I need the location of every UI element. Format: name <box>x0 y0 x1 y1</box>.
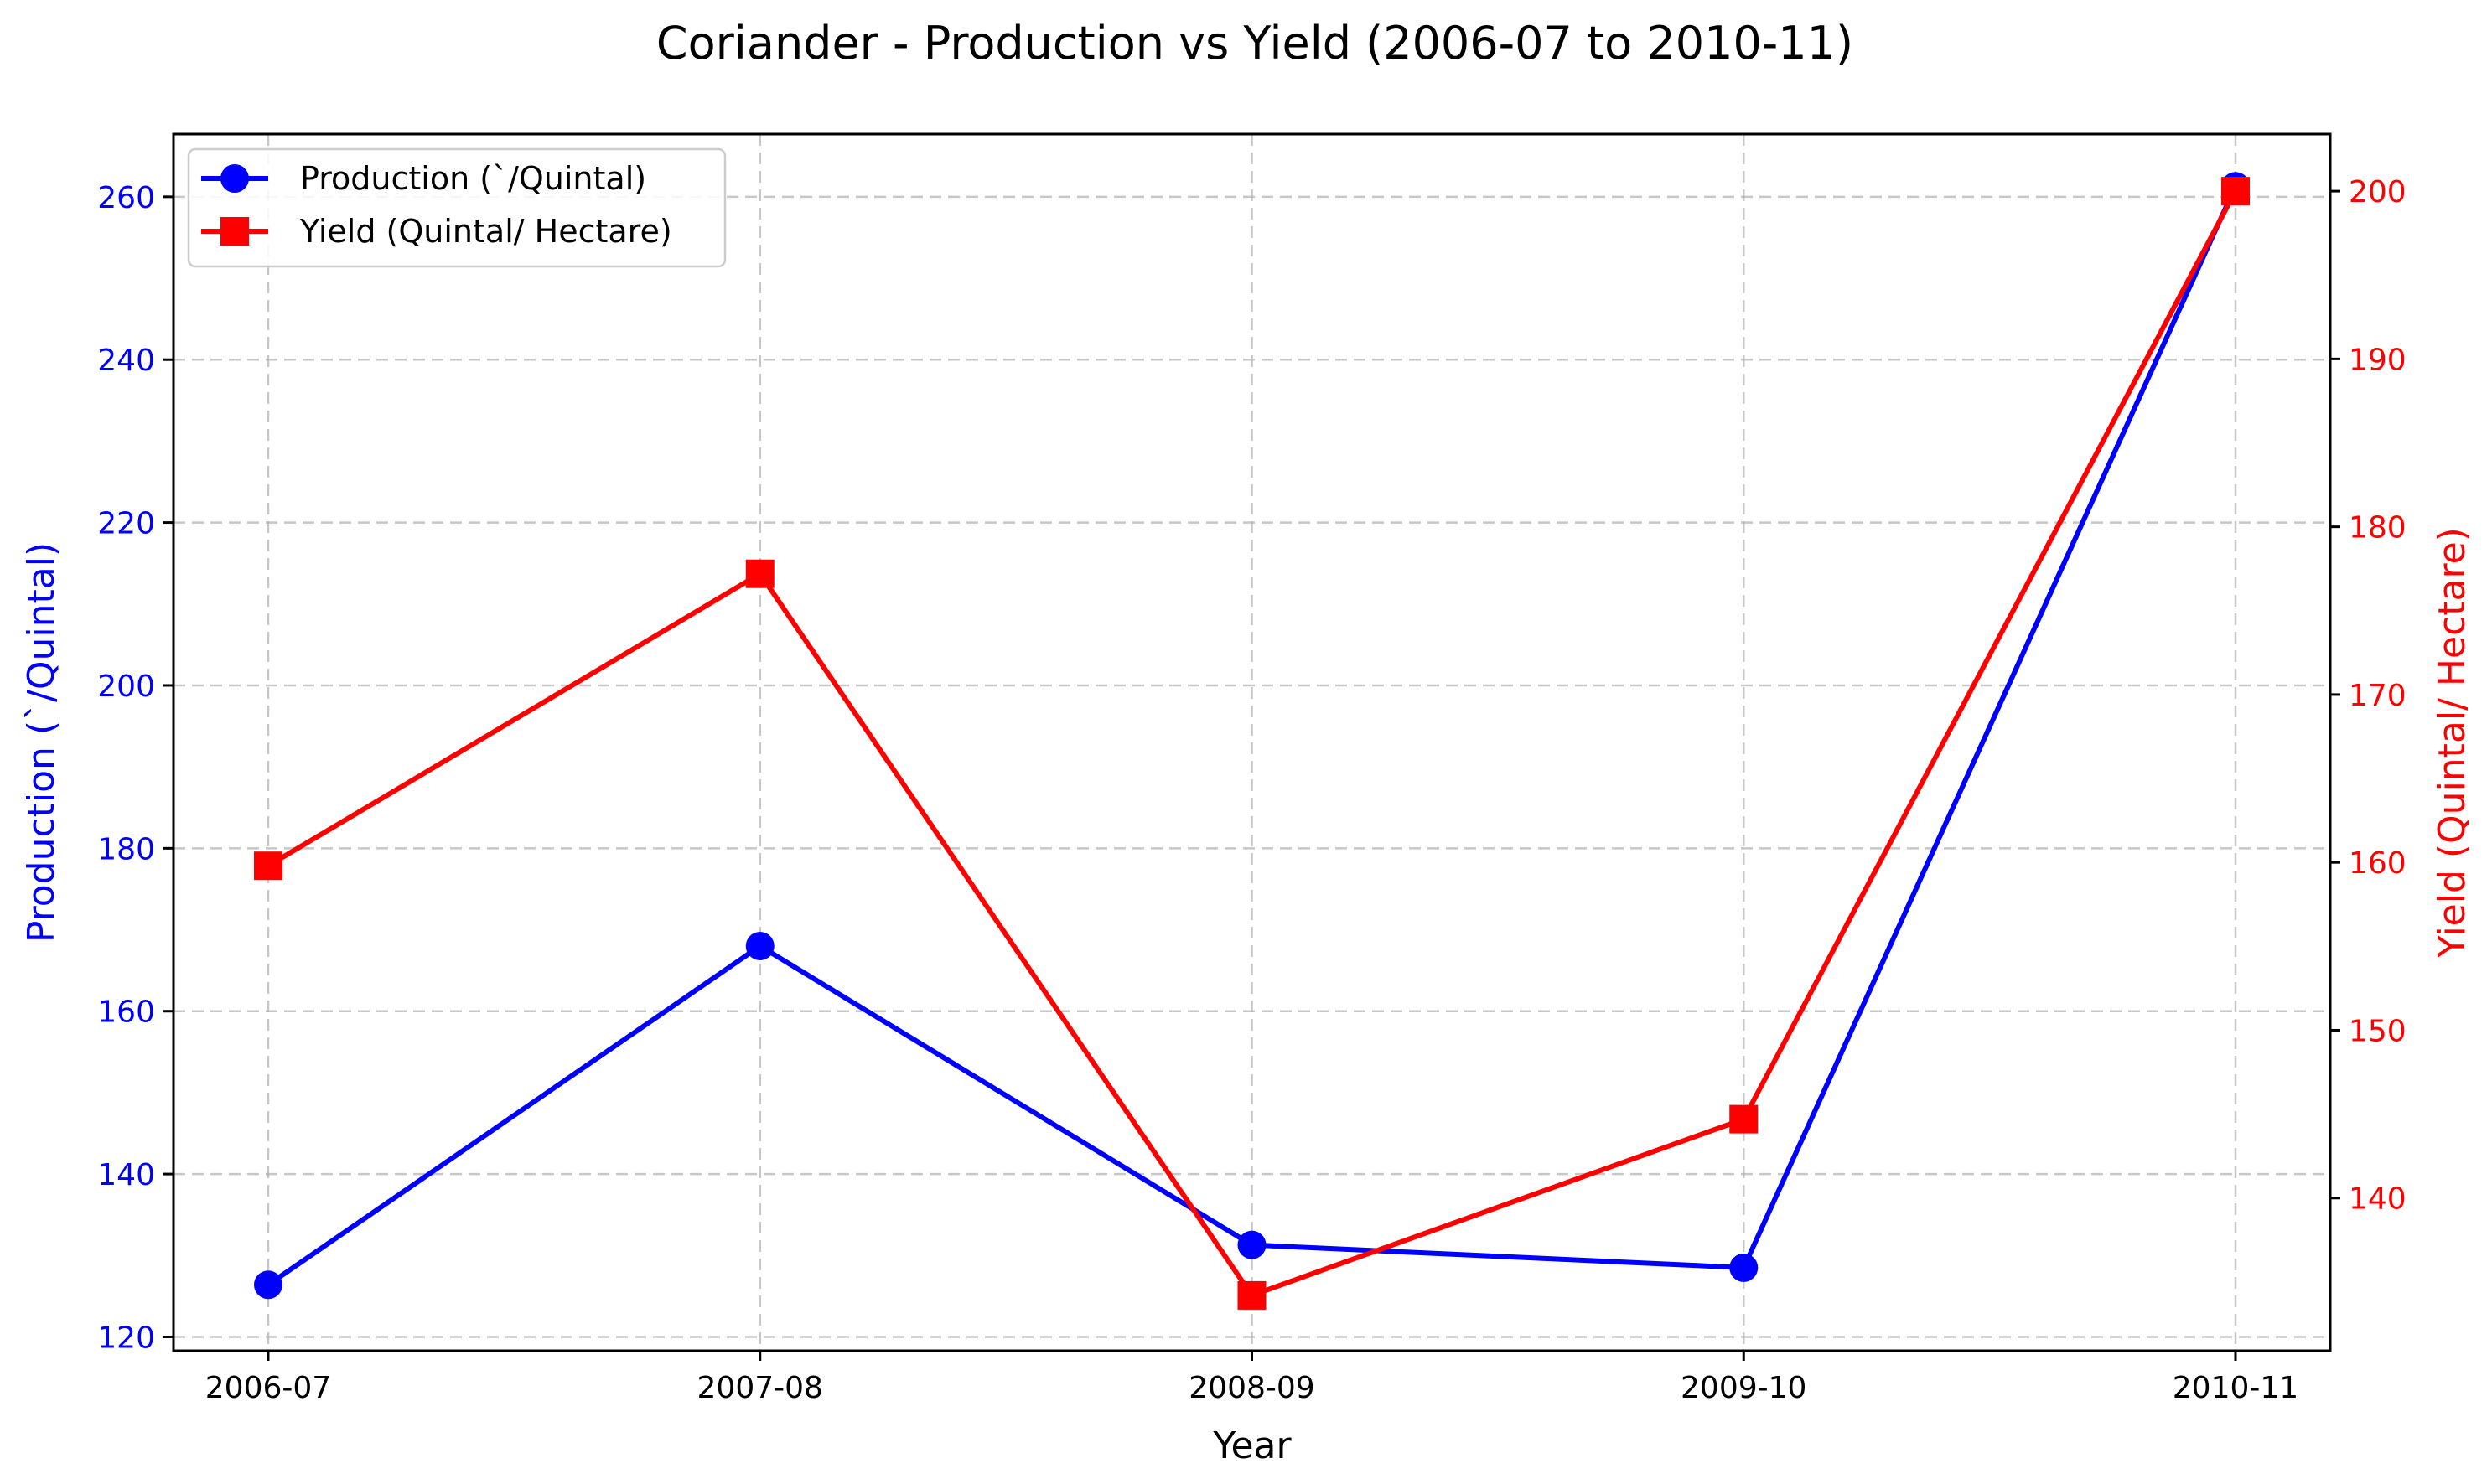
x-axis-label: Year <box>1212 1425 1292 1467</box>
plot-series <box>254 172 2250 1310</box>
legend-marker-square <box>220 217 249 246</box>
data-point-production <box>1729 1253 1759 1282</box>
legend-box <box>187 147 727 268</box>
x-axis: 2006-07 2007-08 2008-09 2009-10 2010-11 <box>205 1351 2298 1405</box>
data-point-production <box>1237 1230 1267 1259</box>
legend: Production (`/Quintal) Yield (Quintal/ He… <box>187 147 727 268</box>
y-right-tick-label: 140 <box>2349 1182 2407 1217</box>
legend-marker-circle <box>220 164 249 193</box>
y-left-tick-label: 260 <box>97 181 155 215</box>
y-left-tick-label: 160 <box>97 995 155 1030</box>
y-axis-left-label: Production (`/Quintal) <box>20 542 63 943</box>
y-right-tick-label: 160 <box>2349 846 2407 881</box>
y-left-tick-label: 240 <box>97 344 155 378</box>
x-tick-label: 2009-10 <box>1681 1371 1806 1405</box>
y-right-tick-label: 180 <box>2349 511 2407 546</box>
y-left-tick-label: 200 <box>97 670 155 704</box>
y-right-tick-label: 150 <box>2349 1014 2407 1048</box>
x-tick-label: 2006-07 <box>205 1371 331 1405</box>
y-right-tick-label: 190 <box>2349 343 2407 377</box>
grid-lines <box>174 134 2330 1351</box>
data-point-production <box>254 1270 282 1300</box>
data-point-yield <box>2221 177 2250 206</box>
data-point-production <box>745 931 775 960</box>
y-axis-right: 140 150 160 170 180 190 200 <box>2330 175 2407 1217</box>
y-left-tick-label: 140 <box>97 1158 155 1192</box>
y-right-tick-label: 170 <box>2349 679 2407 713</box>
y-axis-right-label: Yield (Quintal/ Hectare) <box>2431 527 2474 959</box>
legend-label: Yield (Quintal/ Hectare) <box>299 213 672 250</box>
chart-title: Coriander - Production vs Yield (2006-07… <box>656 17 1853 70</box>
x-tick-label: 2010-11 <box>2173 1371 2298 1405</box>
data-point-yield <box>1237 1280 1267 1310</box>
legend-label: Production (`/Quintal) <box>300 160 646 197</box>
x-tick-label: 2007-08 <box>697 1371 823 1405</box>
x-tick-label: 2008-09 <box>1189 1371 1314 1405</box>
y-axis-left: 120 140 160 180 200 220 240 260 <box>97 181 174 1355</box>
data-point-yield <box>745 559 775 588</box>
data-point-yield <box>254 851 282 881</box>
data-point-yield <box>1729 1104 1759 1134</box>
y-left-tick-label: 180 <box>97 832 155 866</box>
y-left-tick-label: 120 <box>97 1321 155 1355</box>
y-left-tick-label: 220 <box>97 507 155 541</box>
y-right-tick-label: 200 <box>2349 175 2407 209</box>
